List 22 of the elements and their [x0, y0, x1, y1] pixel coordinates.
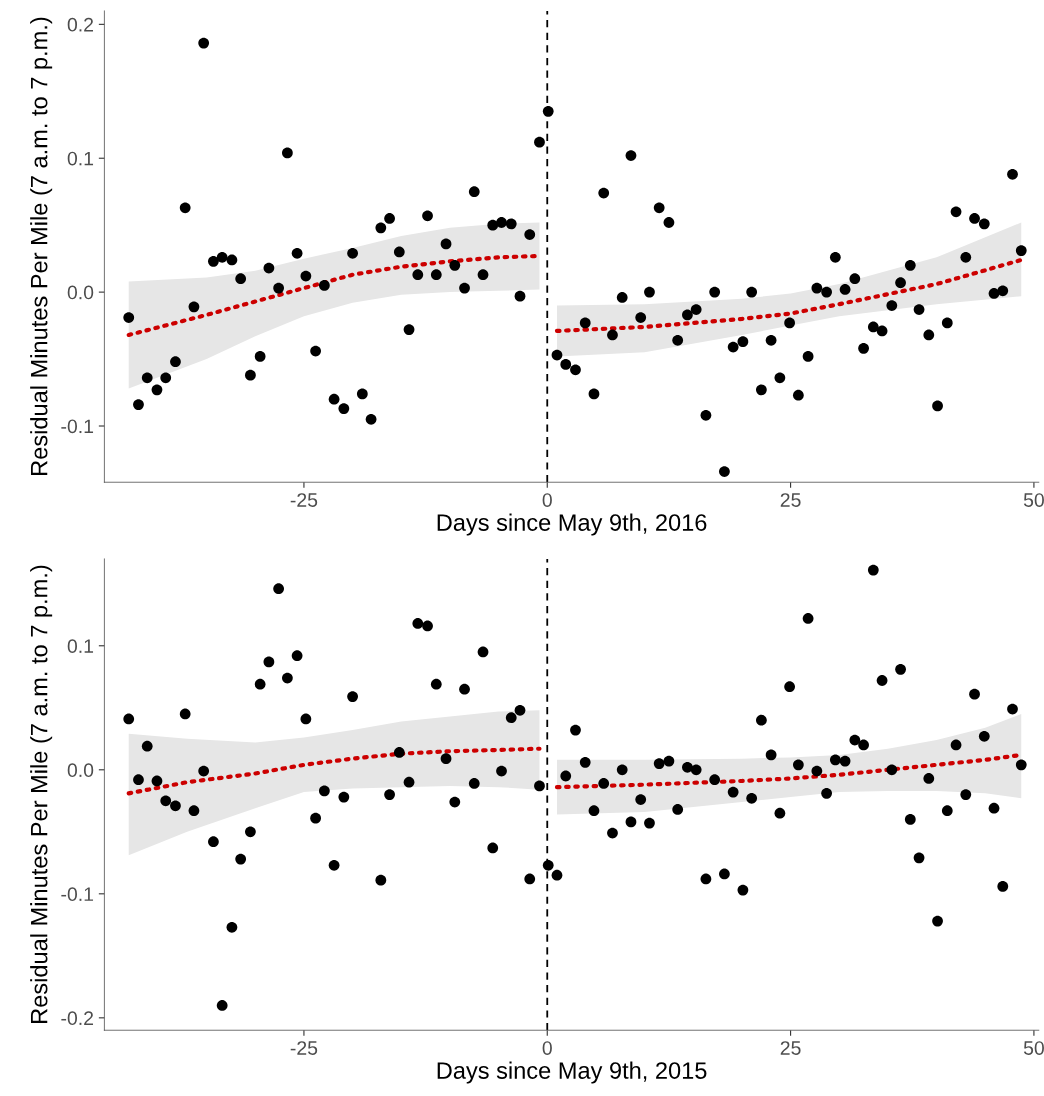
y-axis-title: Residual Minutes Per Mile (7 a.m. to 7 p.m.)	[30, 17, 53, 475]
line-series	[554, 257, 1024, 334]
x-tick-label: 50	[1023, 493, 1044, 507]
x-tick-label: 25	[780, 1041, 801, 1055]
y-tick-label: -0.2	[61, 1011, 94, 1026]
y-tick-label: 0.1	[67, 151, 94, 166]
y-tick-label: 0.2	[67, 17, 94, 32]
line-series	[126, 746, 542, 796]
y-tick-label: 0.0	[67, 285, 94, 300]
y-tick-label: 0.0	[67, 763, 94, 778]
y-tick-label: -0.1	[61, 419, 94, 434]
y-axis-title: Residual Minutes Per Mile (7 a.m. to 7 p.m.)	[30, 565, 53, 1023]
x-axis-title: Days since May 9th, 2015	[437, 1061, 707, 1084]
x-tick-label: -25	[290, 493, 318, 507]
x-tick-label: 0	[542, 493, 552, 507]
y-tick-label: 0.1	[67, 639, 94, 654]
x-tick-label: 25	[780, 493, 801, 507]
x-tick-label: -25	[290, 1041, 318, 1055]
x-axis-title: Days since May 9th, 2016	[437, 513, 707, 536]
x-tick-label: 50	[1023, 1041, 1044, 1055]
x-tick-label: 0	[542, 1041, 552, 1055]
y-tick-label: -0.1	[61, 887, 94, 902]
